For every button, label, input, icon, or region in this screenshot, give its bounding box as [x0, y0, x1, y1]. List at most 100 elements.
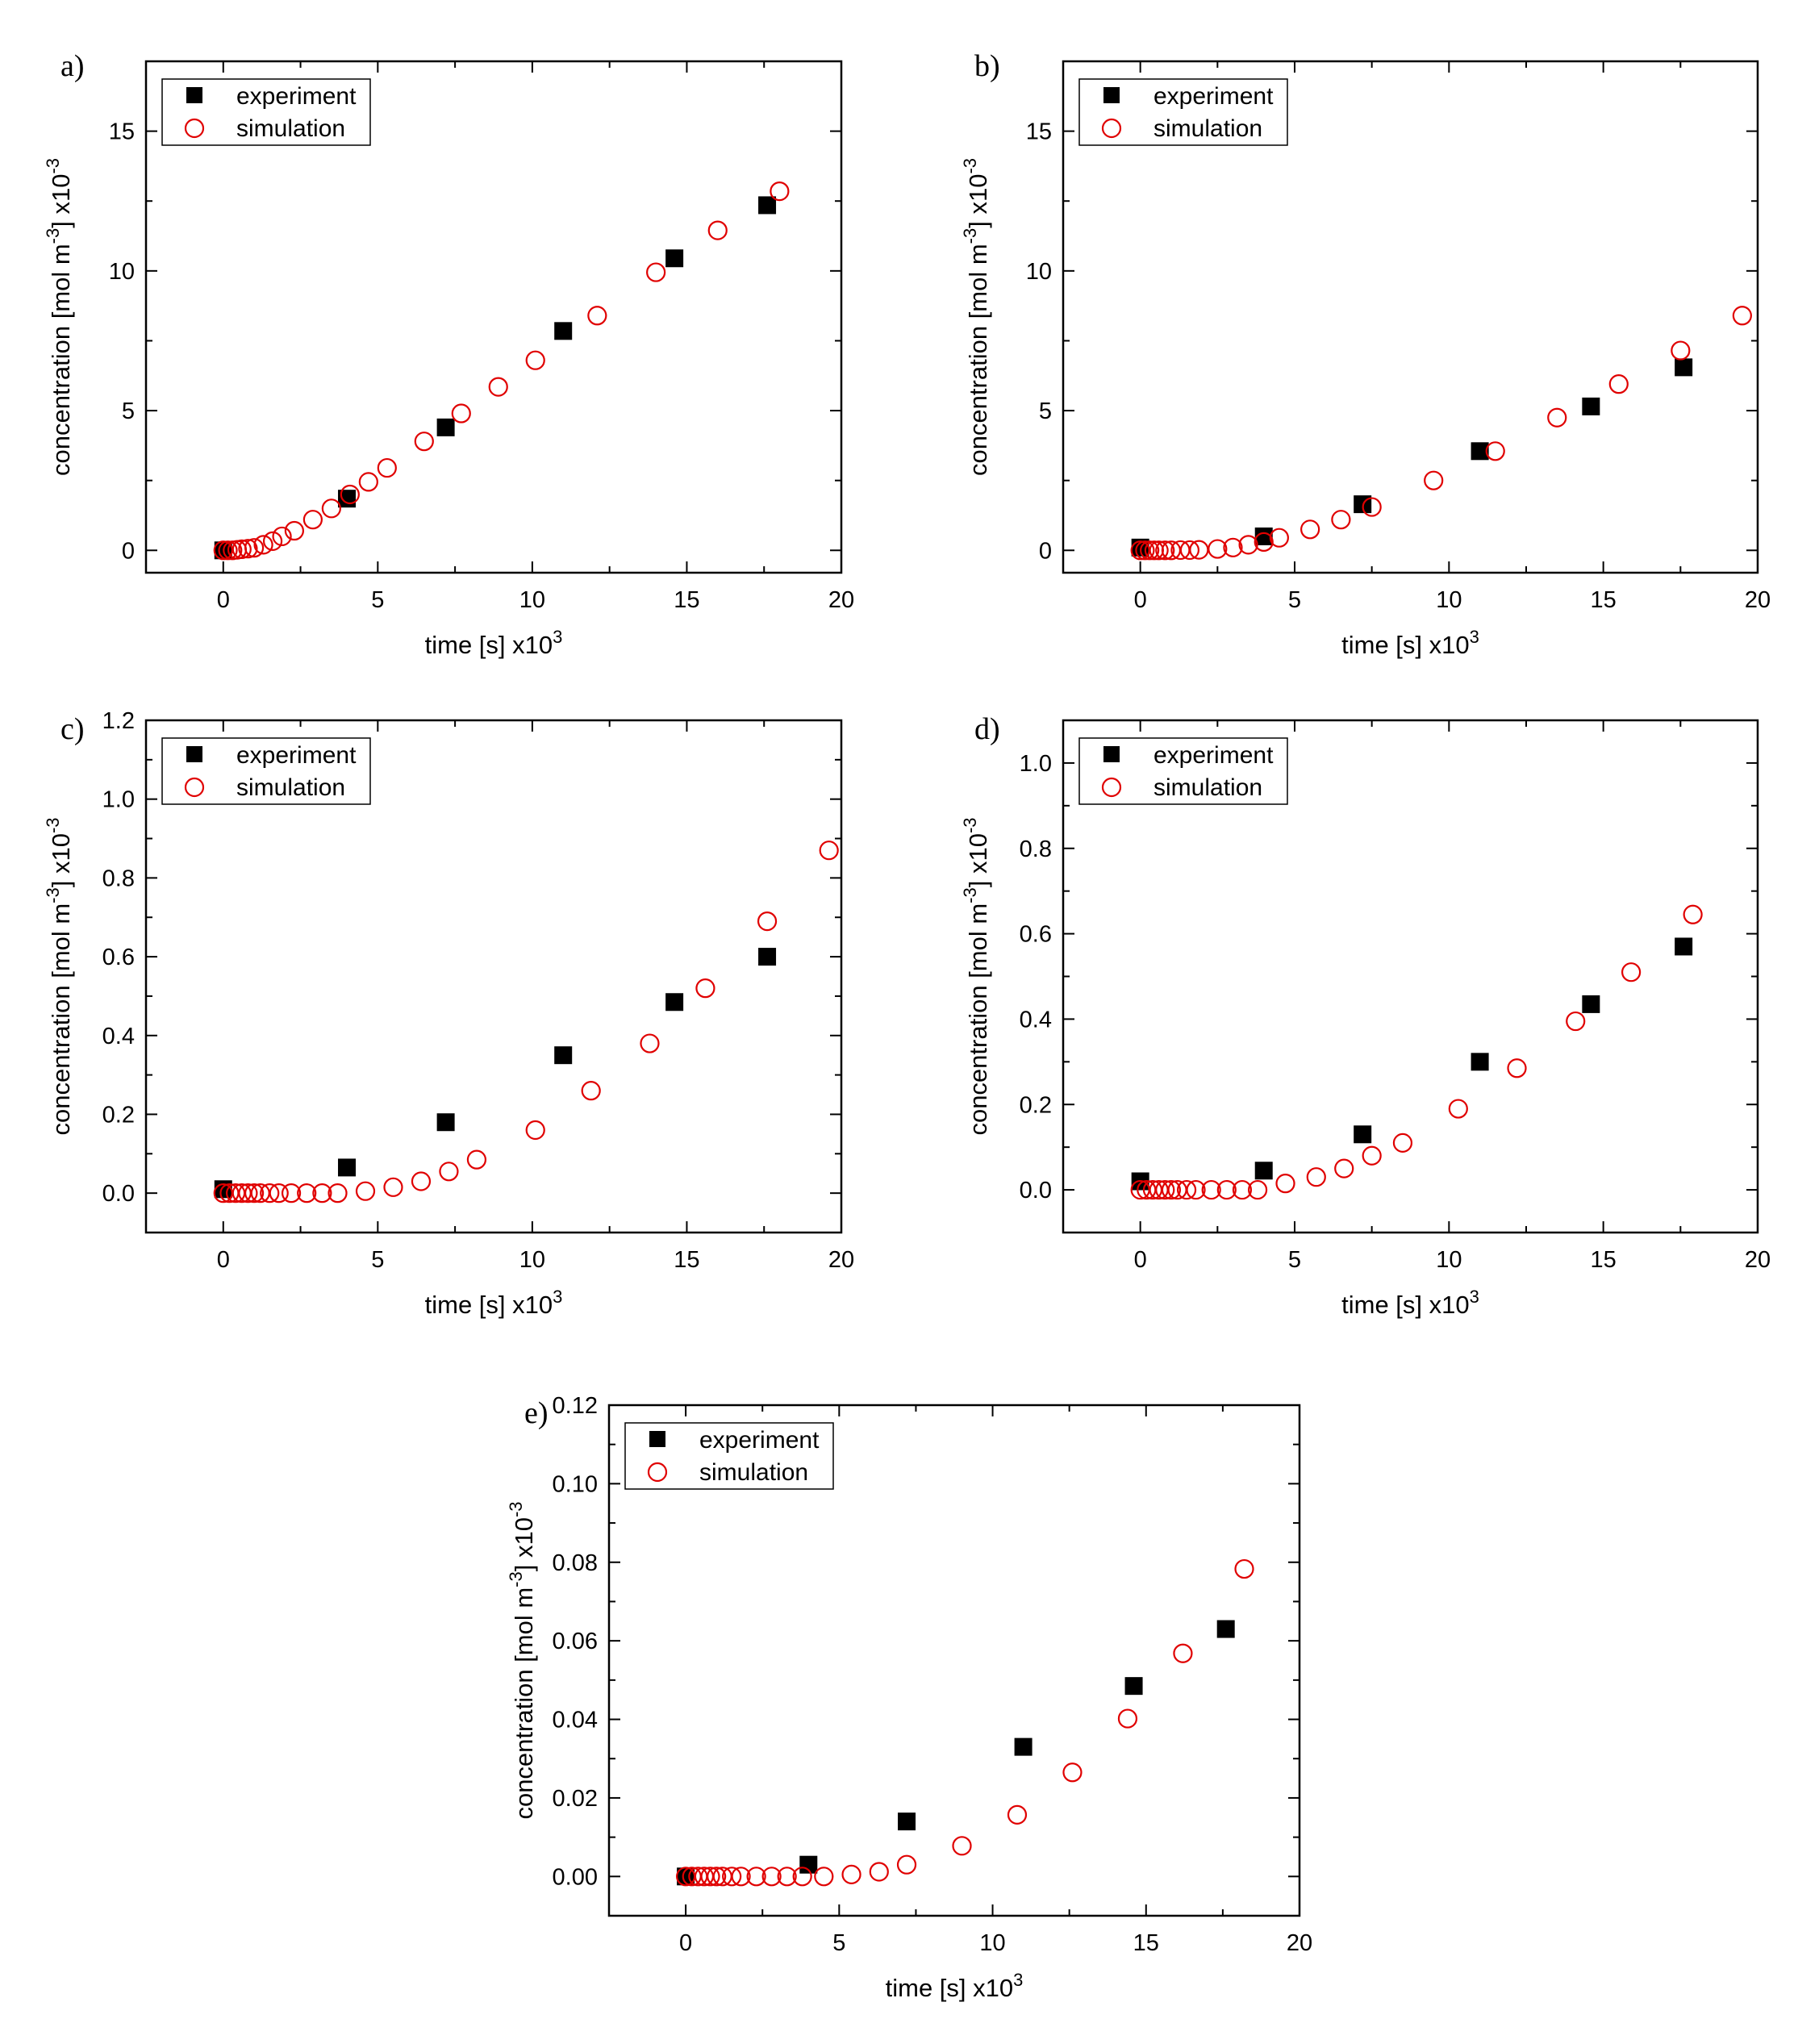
simulation-point: [1392, 1133, 1413, 1153]
y-axis-label: concentration [mol m-3] x10-3: [43, 817, 75, 1135]
experiment-point: [1471, 1053, 1489, 1071]
simulation-point: [1547, 407, 1567, 428]
experiment-point: [898, 1812, 916, 1831]
simulation-point: [841, 1864, 861, 1884]
simulation-point: [1161, 1179, 1182, 1200]
x-tick-label: 15: [674, 1247, 699, 1273]
simulation-point: [340, 484, 360, 505]
legend-simulation-marker: [1101, 777, 1122, 798]
simulation-point: [581, 1081, 601, 1101]
experiment-point: [1254, 527, 1273, 545]
simulation-point: [1608, 374, 1629, 394]
experiment-point: [758, 948, 777, 966]
chart-panel-a: a) 0 5 10 15 20 0 5 10 15 time [s] x103 concentrati…: [43, 49, 854, 659]
y-tick-label: 10: [109, 259, 135, 285]
chart-panel-d: d) 0 5 10 15 20 0.0 0.2 0.4 0.6 0.8 1.0 time [s] x10…: [960, 712, 1771, 1319]
simulation-point: [1208, 539, 1228, 559]
experiment-point: [1216, 1620, 1235, 1638]
panel-label: b): [974, 49, 1000, 83]
simulation-point: [1732, 306, 1752, 326]
x-tick-label: 10: [519, 587, 545, 613]
simulation-point: [284, 520, 304, 541]
plot-frame: [1062, 60, 1759, 574]
simulation-point: [1424, 470, 1444, 490]
simulation-point: [321, 498, 341, 519]
y-tick-label: 0.2: [102, 1102, 135, 1128]
experiment-point: [338, 1158, 357, 1177]
simulation-point: [451, 403, 471, 423]
simulation-point: [525, 350, 545, 370]
y-tick-label: 0.8: [102, 866, 135, 891]
simulation-point: [1140, 540, 1160, 561]
legend-simulation-label: simulation: [1153, 774, 1262, 801]
chart-panel-e: e) 0 5 10 15 20 0.00 0.02 0.04 0.06 0.08 0.10 0.12 ti…: [506, 1393, 1312, 2002]
simulation-point: [414, 432, 434, 452]
simulation-point: [869, 1862, 889, 1882]
simulation-point: [896, 1854, 917, 1875]
x-tick-label: 0: [679, 1930, 692, 1956]
simulation-point: [761, 1867, 782, 1887]
experiment-point: [1675, 358, 1693, 377]
legend-experiment-marker: [1103, 746, 1120, 762]
simulation-point: [238, 539, 258, 559]
x-axis-label: time [s] x103: [425, 627, 563, 659]
simulation-point: [1238, 535, 1258, 555]
simulation-point: [700, 1867, 720, 1887]
x-tick-label: 15: [674, 587, 699, 613]
simulation-point: [819, 841, 839, 861]
y-tick-label: 0: [122, 538, 135, 564]
simulation-point: [1671, 340, 1691, 361]
simulation-point: [411, 1171, 432, 1191]
simulation-point: [297, 1183, 317, 1203]
legend-simulation-label: simulation: [1153, 115, 1262, 142]
simulation-point: [218, 540, 238, 561]
legend-simulation-marker: [184, 777, 205, 798]
experiment-point: [1354, 1125, 1372, 1144]
simulation-point: [269, 1183, 289, 1203]
simulation-point: [281, 1183, 302, 1203]
y-tick-label: 0.2: [1020, 1092, 1052, 1118]
plot-frame: [144, 60, 843, 574]
chart-panel-c: c) 0 5 10 15 20 0.0 0.2 0.4 0.6 0.8 1.0 1.2 time [s] …: [43, 708, 854, 1319]
y-tick-label: 0.08: [553, 1550, 598, 1576]
y-tick-label: 0.06: [553, 1629, 598, 1654]
simulation-point: [1176, 1179, 1197, 1200]
simulation-point: [466, 1149, 487, 1170]
y-tick-label: 0.0: [102, 1181, 135, 1207]
simulation-point: [327, 1183, 348, 1203]
legend-simulation-marker: [184, 118, 205, 139]
simulation-point: [1331, 510, 1351, 530]
x-tick-label: 20: [1287, 1930, 1312, 1956]
y-tick-label: 15: [109, 119, 135, 145]
y-tick-label: 0.6: [1020, 922, 1052, 948]
simulation-point: [238, 1183, 258, 1203]
y-tick-label: 0.4: [1020, 1007, 1052, 1032]
simulation-point: [1155, 540, 1175, 561]
simulation-point: [312, 1183, 332, 1203]
y-tick-label: 0: [1039, 538, 1052, 564]
experiment-point: [214, 1180, 232, 1199]
simulation-point: [952, 1836, 972, 1856]
legend-simulation-marker: [1101, 118, 1122, 139]
panel-label: c): [60, 712, 85, 746]
simulation-point: [1135, 540, 1155, 561]
y-tick-label: 1.0: [102, 787, 135, 813]
y-axis-label: concentration [mol m-3] x10-3: [960, 158, 992, 476]
x-tick-label: 5: [371, 1247, 384, 1273]
y-tick-label: 15: [1026, 119, 1052, 145]
y-tick-label: 0.00: [553, 1864, 598, 1890]
y-tick-label: 0.04: [553, 1708, 598, 1733]
y-tick-label: 0.12: [553, 1393, 598, 1419]
simulation-point: [383, 1177, 403, 1197]
y-axis-label: concentration [mol m-3] x10-3: [43, 158, 75, 476]
simulation-point: [525, 1120, 545, 1141]
x-tick-label: 20: [1745, 587, 1771, 613]
simulation-point: [1683, 904, 1703, 924]
y-tick-label: 1.0: [1020, 751, 1052, 777]
y-tick-label: 0.10: [553, 1471, 598, 1497]
x-tick-label: 15: [1591, 587, 1617, 613]
simulation-point: [1275, 1174, 1295, 1194]
panel-label: a): [60, 49, 85, 83]
x-tick-label: 20: [1745, 1247, 1771, 1273]
